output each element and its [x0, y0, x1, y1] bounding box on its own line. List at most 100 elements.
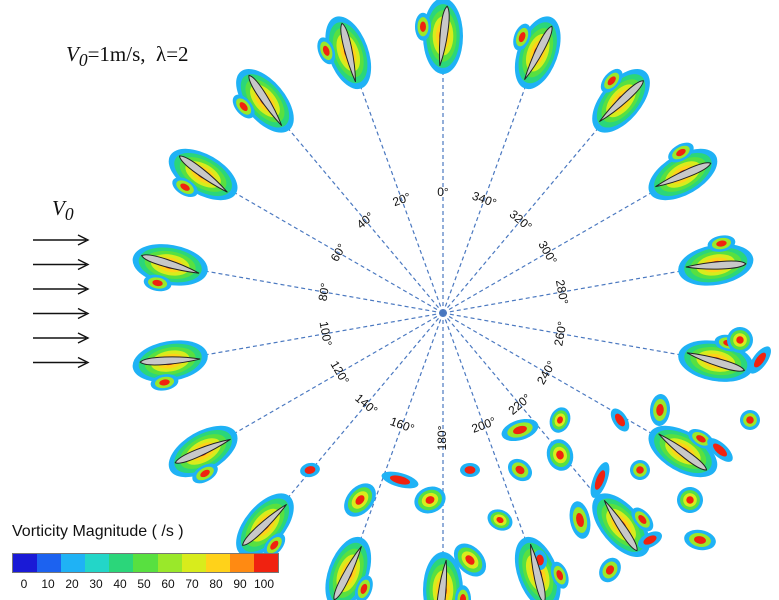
azimuth-ray: [442, 115, 609, 314]
vorticity-contour: [696, 435, 706, 443]
vorticity-contour: [322, 45, 330, 56]
angle-label: 100°: [317, 320, 335, 347]
azimuth-ray: [442, 312, 697, 359]
blade-airfoil: [333, 546, 362, 600]
legend-tick-label: 100: [253, 577, 275, 591]
legend-swatch: [253, 554, 279, 572]
angle-label: 300°: [535, 238, 560, 267]
legend-swatch: [229, 554, 254, 572]
azimuth-ray: [442, 71, 532, 314]
blade-airfoil: [248, 74, 283, 127]
legend-title: Vorticity Magnitude ( /s ): [12, 523, 184, 540]
inflow-subscript: 0: [64, 204, 74, 225]
tip-speed-ratio: λ=2: [156, 42, 189, 66]
angle-label: 340°: [470, 189, 498, 211]
angle-label: 220°: [506, 391, 534, 418]
legend-swatch: [85, 554, 110, 572]
vorticity-contour: [716, 240, 727, 247]
legend-tick-label: 90: [233, 577, 247, 591]
vorticity-contour: [496, 516, 504, 524]
vorticity-contour: [736, 336, 744, 344]
blade-airfoil: [655, 162, 712, 188]
legend-swatch: [109, 554, 134, 572]
blade-airfoil: [686, 352, 745, 372]
blade-airfoil: [174, 438, 231, 464]
angle-label: 0°: [437, 185, 449, 199]
vorticity-contour: [460, 594, 467, 600]
vorticity-contour: [464, 466, 476, 474]
vorticity-contour: [419, 21, 426, 32]
angle-label: 240°: [534, 358, 559, 387]
angle-label: 160°: [388, 414, 416, 436]
vorticity-contour: [465, 555, 475, 565]
blade-sections: [139, 5, 747, 600]
vorticity-contour: [607, 76, 616, 86]
vorticity-contour: [556, 450, 564, 460]
azimuth-ray: [220, 312, 444, 443]
legend-tick-label: 70: [185, 577, 199, 591]
blade-airfoil: [530, 543, 546, 600]
blade-airfoil: [439, 5, 450, 67]
vorticity-contour: [656, 404, 664, 416]
legend-tick-label: 80: [209, 577, 223, 591]
blade-airfoil: [599, 80, 644, 123]
azimuth-ray: [277, 312, 444, 511]
velocity-subscript: 0: [78, 50, 88, 71]
angle-label: 320°: [507, 207, 535, 234]
legend-tick-label: 0: [20, 577, 28, 591]
angle-label: 180°: [435, 425, 449, 450]
vorticity-contour: [576, 512, 584, 528]
blade-airfoil: [141, 254, 200, 274]
vorticity-contour: [270, 540, 279, 550]
azimuth-ray: [442, 183, 666, 314]
blade-airfoil: [340, 22, 356, 83]
legend-swatch: [13, 554, 38, 572]
vorticity-contour: [515, 465, 525, 475]
legend-tick-label: 50: [137, 577, 151, 591]
vorticity-contour: [513, 425, 527, 435]
vorticity-contour: [686, 496, 694, 504]
blade-airfoil: [524, 25, 553, 80]
vorticity-contour: [557, 416, 563, 424]
angle-label: 20°: [391, 190, 413, 209]
legend-swatch: [61, 554, 86, 572]
inflow-label: V0: [52, 196, 74, 225]
azimuth-ray: [442, 312, 666, 443]
vorticity-contour: [389, 475, 411, 485]
vorticity-contour: [152, 279, 163, 287]
angle-labels: 0° 20° 40°60° 80° 100° 120° 140° 160° 180° 200° 22…: [316, 185, 572, 450]
blade-airfoil: [178, 155, 228, 193]
vorticity-contour: [594, 470, 606, 490]
legend-tick-label: 10: [41, 577, 55, 591]
vorticity-contour: [556, 570, 564, 581]
angle-label: 120°: [328, 358, 353, 387]
vorticity-contour: [239, 102, 248, 112]
blade-airfoil: [658, 433, 708, 471]
inflow-arrows: [33, 234, 90, 369]
blade-airfoil: [139, 356, 201, 366]
vorticity-contour: [425, 496, 435, 504]
legend-swatch: [205, 554, 230, 572]
legend-swatch: [157, 554, 182, 572]
inflow-arrowhead: [77, 234, 90, 246]
angle-label: 260°: [551, 320, 569, 347]
legend-swatch: [181, 554, 206, 572]
angle-label: 280°: [553, 279, 571, 306]
inflow-arrowhead: [77, 283, 90, 295]
azimuth-ray: [354, 312, 444, 555]
angle-label: 60°: [328, 241, 349, 264]
vorticity-contour: [636, 466, 644, 474]
legend-ticks: 0 10 20 30 40 50 60 70 80 90 100: [0, 577, 300, 593]
vorticity-contour: [676, 148, 686, 157]
inflow-arrowhead: [77, 307, 90, 320]
legend-swatch: [133, 554, 158, 572]
azimuth-ray: [220, 183, 444, 314]
angle-label: 80°: [316, 282, 333, 302]
angle-label: 40°: [354, 209, 377, 232]
azimuth-ray: [442, 267, 697, 314]
inflow-arrowhead: [77, 356, 90, 369]
velocity-value: =1m/s,: [87, 42, 146, 66]
flow-condition-title: V0=1m/s, λ=2: [66, 42, 189, 71]
